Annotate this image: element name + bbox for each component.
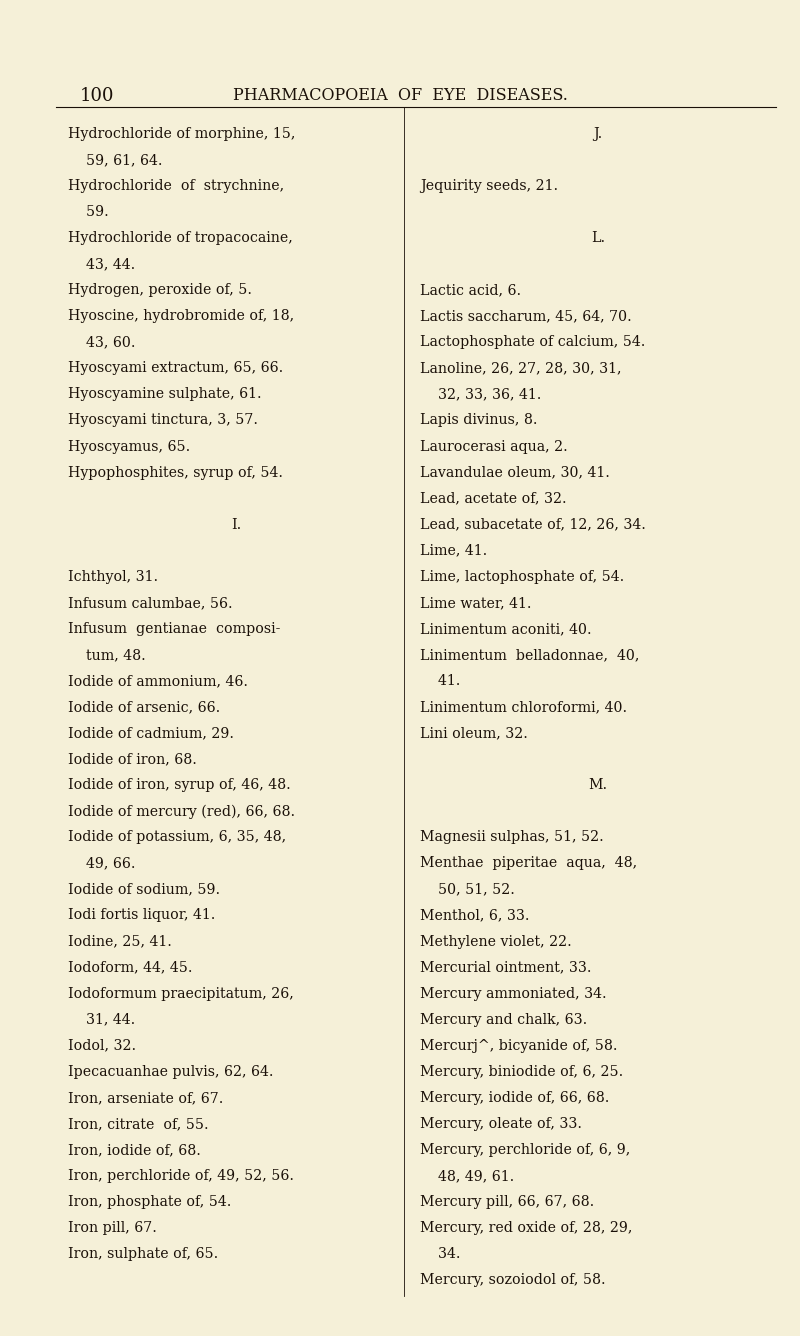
Text: Magnesii sulphas, 51, 52.: Magnesii sulphas, 51, 52. (420, 830, 604, 844)
Text: Mercury ammoniated, 34.: Mercury ammoniated, 34. (420, 986, 606, 1001)
Text: M.: M. (589, 778, 607, 792)
Text: 43, 44.: 43, 44. (68, 257, 135, 271)
Text: Lavandulae oleum, 30, 41.: Lavandulae oleum, 30, 41. (420, 465, 610, 480)
Text: Mercury, oleate of, 33.: Mercury, oleate of, 33. (420, 1117, 582, 1130)
Text: Iodi fortis liquor, 41.: Iodi fortis liquor, 41. (68, 908, 215, 922)
Text: 32, 33, 36, 41.: 32, 33, 36, 41. (420, 387, 542, 401)
Text: Iodoform, 44, 45.: Iodoform, 44, 45. (68, 961, 193, 974)
Text: Iodoformum praecipitatum, 26,: Iodoformum praecipitatum, 26, (68, 986, 294, 1001)
Text: J.: J. (594, 127, 602, 140)
Text: Mercury, biniodide of, 6, 25.: Mercury, biniodide of, 6, 25. (420, 1065, 623, 1078)
Text: Hyoscyami extractum, 65, 66.: Hyoscyami extractum, 65, 66. (68, 361, 283, 375)
Text: 59, 61, 64.: 59, 61, 64. (68, 154, 162, 167)
Text: Lead, subacetate of, 12, 26, 34.: Lead, subacetate of, 12, 26, 34. (420, 517, 646, 532)
Text: Mercury, sozoiodol of, 58.: Mercury, sozoiodol of, 58. (420, 1273, 606, 1287)
Text: Lime, 41.: Lime, 41. (420, 544, 487, 557)
Text: Hyoscyamus, 65.: Hyoscyamus, 65. (68, 440, 190, 453)
Text: Iodide of iron, 68.: Iodide of iron, 68. (68, 752, 197, 766)
Text: Iodide of ammonium, 46.: Iodide of ammonium, 46. (68, 673, 248, 688)
Text: Iodide of iron, syrup of, 46, 48.: Iodide of iron, syrup of, 46, 48. (68, 778, 290, 792)
Text: Hyoscyamine sulphate, 61.: Hyoscyamine sulphate, 61. (68, 387, 262, 401)
Text: Iodide of arsenic, 66.: Iodide of arsenic, 66. (68, 700, 220, 713)
Text: Lactis saccharum, 45, 64, 70.: Lactis saccharum, 45, 64, 70. (420, 309, 632, 323)
Text: Iron, iodide of, 68.: Iron, iodide of, 68. (68, 1142, 201, 1157)
Text: I.: I. (231, 517, 241, 532)
Text: Iodide of mercury (red), 66, 68.: Iodide of mercury (red), 66, 68. (68, 804, 295, 819)
Text: 49, 66.: 49, 66. (68, 856, 135, 870)
Text: Methylene violet, 22.: Methylene violet, 22. (420, 934, 572, 949)
Text: Infusum  gentianae  composi-: Infusum gentianae composi- (68, 621, 280, 636)
Text: Lapis divinus, 8.: Lapis divinus, 8. (420, 413, 538, 428)
Text: Mercury pill, 66, 67, 68.: Mercury pill, 66, 67, 68. (420, 1194, 594, 1209)
Text: Lactophosphate of calcium, 54.: Lactophosphate of calcium, 54. (420, 335, 646, 349)
Text: Menthae  piperitae  aqua,  48,: Menthae piperitae aqua, 48, (420, 856, 637, 870)
Text: Infusum calumbae, 56.: Infusum calumbae, 56. (68, 596, 233, 609)
Text: Iodide of sodium, 59.: Iodide of sodium, 59. (68, 882, 220, 896)
Text: tum, 48.: tum, 48. (68, 648, 146, 661)
Text: Hyoscyami tinctura, 3, 57.: Hyoscyami tinctura, 3, 57. (68, 413, 258, 428)
Text: Iron, phosphate of, 54.: Iron, phosphate of, 54. (68, 1194, 231, 1209)
Text: 59.: 59. (68, 204, 109, 219)
Text: Iodide of cadmium, 29.: Iodide of cadmium, 29. (68, 725, 234, 740)
Text: 100: 100 (80, 87, 114, 104)
Text: Ichthyol, 31.: Ichthyol, 31. (68, 569, 158, 584)
Text: Mercurj^, bicyanide of, 58.: Mercurj^, bicyanide of, 58. (420, 1038, 618, 1053)
Text: Hyoscine, hydrobromide of, 18,: Hyoscine, hydrobromide of, 18, (68, 309, 294, 323)
Text: Hydrogen, peroxide of, 5.: Hydrogen, peroxide of, 5. (68, 283, 252, 297)
Text: Lactic acid, 6.: Lactic acid, 6. (420, 283, 521, 297)
Text: Mercurial ointment, 33.: Mercurial ointment, 33. (420, 961, 591, 974)
Text: Linimentum aconiti, 40.: Linimentum aconiti, 40. (420, 621, 592, 636)
Text: Hydrochloride  of  strychnine,: Hydrochloride of strychnine, (68, 179, 284, 192)
Text: Linimentum  belladonnae,  40,: Linimentum belladonnae, 40, (420, 648, 639, 661)
Text: Mercury, perchloride of, 6, 9,: Mercury, perchloride of, 6, 9, (420, 1142, 630, 1157)
Text: Iron, sulphate of, 65.: Iron, sulphate of, 65. (68, 1246, 218, 1261)
Text: Mercury and chalk, 63.: Mercury and chalk, 63. (420, 1013, 587, 1026)
Text: 34.: 34. (420, 1246, 461, 1261)
Text: Iron pill, 67.: Iron pill, 67. (68, 1221, 157, 1234)
Text: Hypophosphites, syrup of, 54.: Hypophosphites, syrup of, 54. (68, 465, 283, 480)
Text: 43, 60.: 43, 60. (68, 335, 135, 349)
Text: Lini oleum, 32.: Lini oleum, 32. (420, 725, 528, 740)
Text: Mercury, red oxide of, 28, 29,: Mercury, red oxide of, 28, 29, (420, 1221, 632, 1234)
Text: Lanoline, 26, 27, 28, 30, 31,: Lanoline, 26, 27, 28, 30, 31, (420, 361, 622, 375)
Text: Iodide of potassium, 6, 35, 48,: Iodide of potassium, 6, 35, 48, (68, 830, 286, 844)
Text: Lime, lactophosphate of, 54.: Lime, lactophosphate of, 54. (420, 569, 624, 584)
Text: Laurocerasi aqua, 2.: Laurocerasi aqua, 2. (420, 440, 568, 453)
Text: 31, 44.: 31, 44. (68, 1013, 135, 1026)
Text: Jequirity seeds, 21.: Jequirity seeds, 21. (420, 179, 558, 192)
Text: Hydrochloride of morphine, 15,: Hydrochloride of morphine, 15, (68, 127, 295, 140)
Text: 50, 51, 52.: 50, 51, 52. (420, 882, 515, 896)
Text: Mercury, iodide of, 66, 68.: Mercury, iodide of, 66, 68. (420, 1090, 610, 1105)
Text: Iodol, 32.: Iodol, 32. (68, 1038, 136, 1053)
Text: Iron, arseniate of, 67.: Iron, arseniate of, 67. (68, 1090, 223, 1105)
Text: L.: L. (591, 231, 605, 244)
Text: Ipecacuanhae pulvis, 62, 64.: Ipecacuanhae pulvis, 62, 64. (68, 1065, 274, 1078)
Text: 41.: 41. (420, 673, 460, 688)
Text: PHARMACOPOEIA  OF  EYE  DISEASES.: PHARMACOPOEIA OF EYE DISEASES. (233, 87, 567, 104)
Text: Menthol, 6, 33.: Menthol, 6, 33. (420, 908, 530, 922)
Text: Iron, citrate  of, 55.: Iron, citrate of, 55. (68, 1117, 209, 1130)
Text: 48, 49, 61.: 48, 49, 61. (420, 1169, 514, 1182)
Text: Lead, acetate of, 32.: Lead, acetate of, 32. (420, 492, 566, 505)
Text: Lime water, 41.: Lime water, 41. (420, 596, 531, 609)
Text: Iodine, 25, 41.: Iodine, 25, 41. (68, 934, 172, 949)
Text: Hydrochloride of tropacocaine,: Hydrochloride of tropacocaine, (68, 231, 293, 244)
Text: Linimentum chloroformi, 40.: Linimentum chloroformi, 40. (420, 700, 627, 713)
Text: Iron, perchloride of, 49, 52, 56.: Iron, perchloride of, 49, 52, 56. (68, 1169, 294, 1182)
